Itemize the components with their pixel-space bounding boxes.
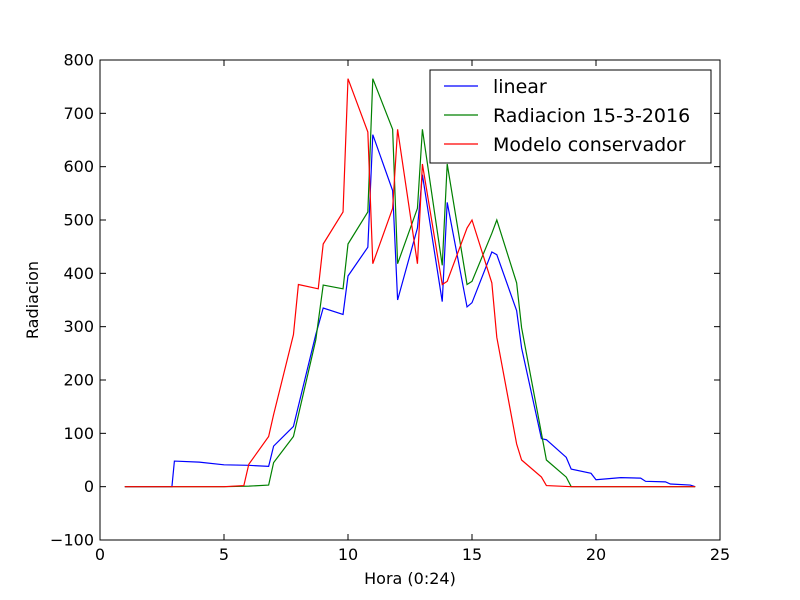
y-tick-label: 700 [63,104,94,123]
y-tick-label: 200 [63,371,94,390]
y-tick-label: 800 [63,51,94,70]
y-tick-label: 500 [63,211,94,230]
y-tick-label: 300 [63,317,94,336]
legend-label-3: Modelo conservador [493,134,686,156]
y-tick-label: −100 [50,531,94,550]
x-tick-label: 15 [462,545,482,564]
series-line-2 [124,78,696,488]
x-tick-label: 5 [219,545,229,564]
y-tick-label: 600 [63,157,94,176]
x-axis-label: Hora (0:24) [364,569,456,588]
y-tick-label: 400 [63,264,94,283]
y-axis-label: Radiacion [23,261,42,339]
y-tick-label: 100 [63,424,94,443]
series-layer [124,78,696,488]
x-tick-label: 10 [338,545,358,564]
x-tick-label: 0 [95,545,105,564]
series-line-1 [124,134,696,488]
legend-label-2: Radiacion 15-3-2016 [493,105,690,127]
y-tick-label: 0 [84,477,94,496]
x-tick-label: 20 [586,545,606,564]
series-line-3 [124,78,696,488]
legend: linear Radiacion 15-3-2016 Modelo conserva… [429,69,712,164]
legend-label-1: linear [493,76,547,98]
plot-frame [99,59,721,541]
x-tick-label: 25 [710,545,730,564]
